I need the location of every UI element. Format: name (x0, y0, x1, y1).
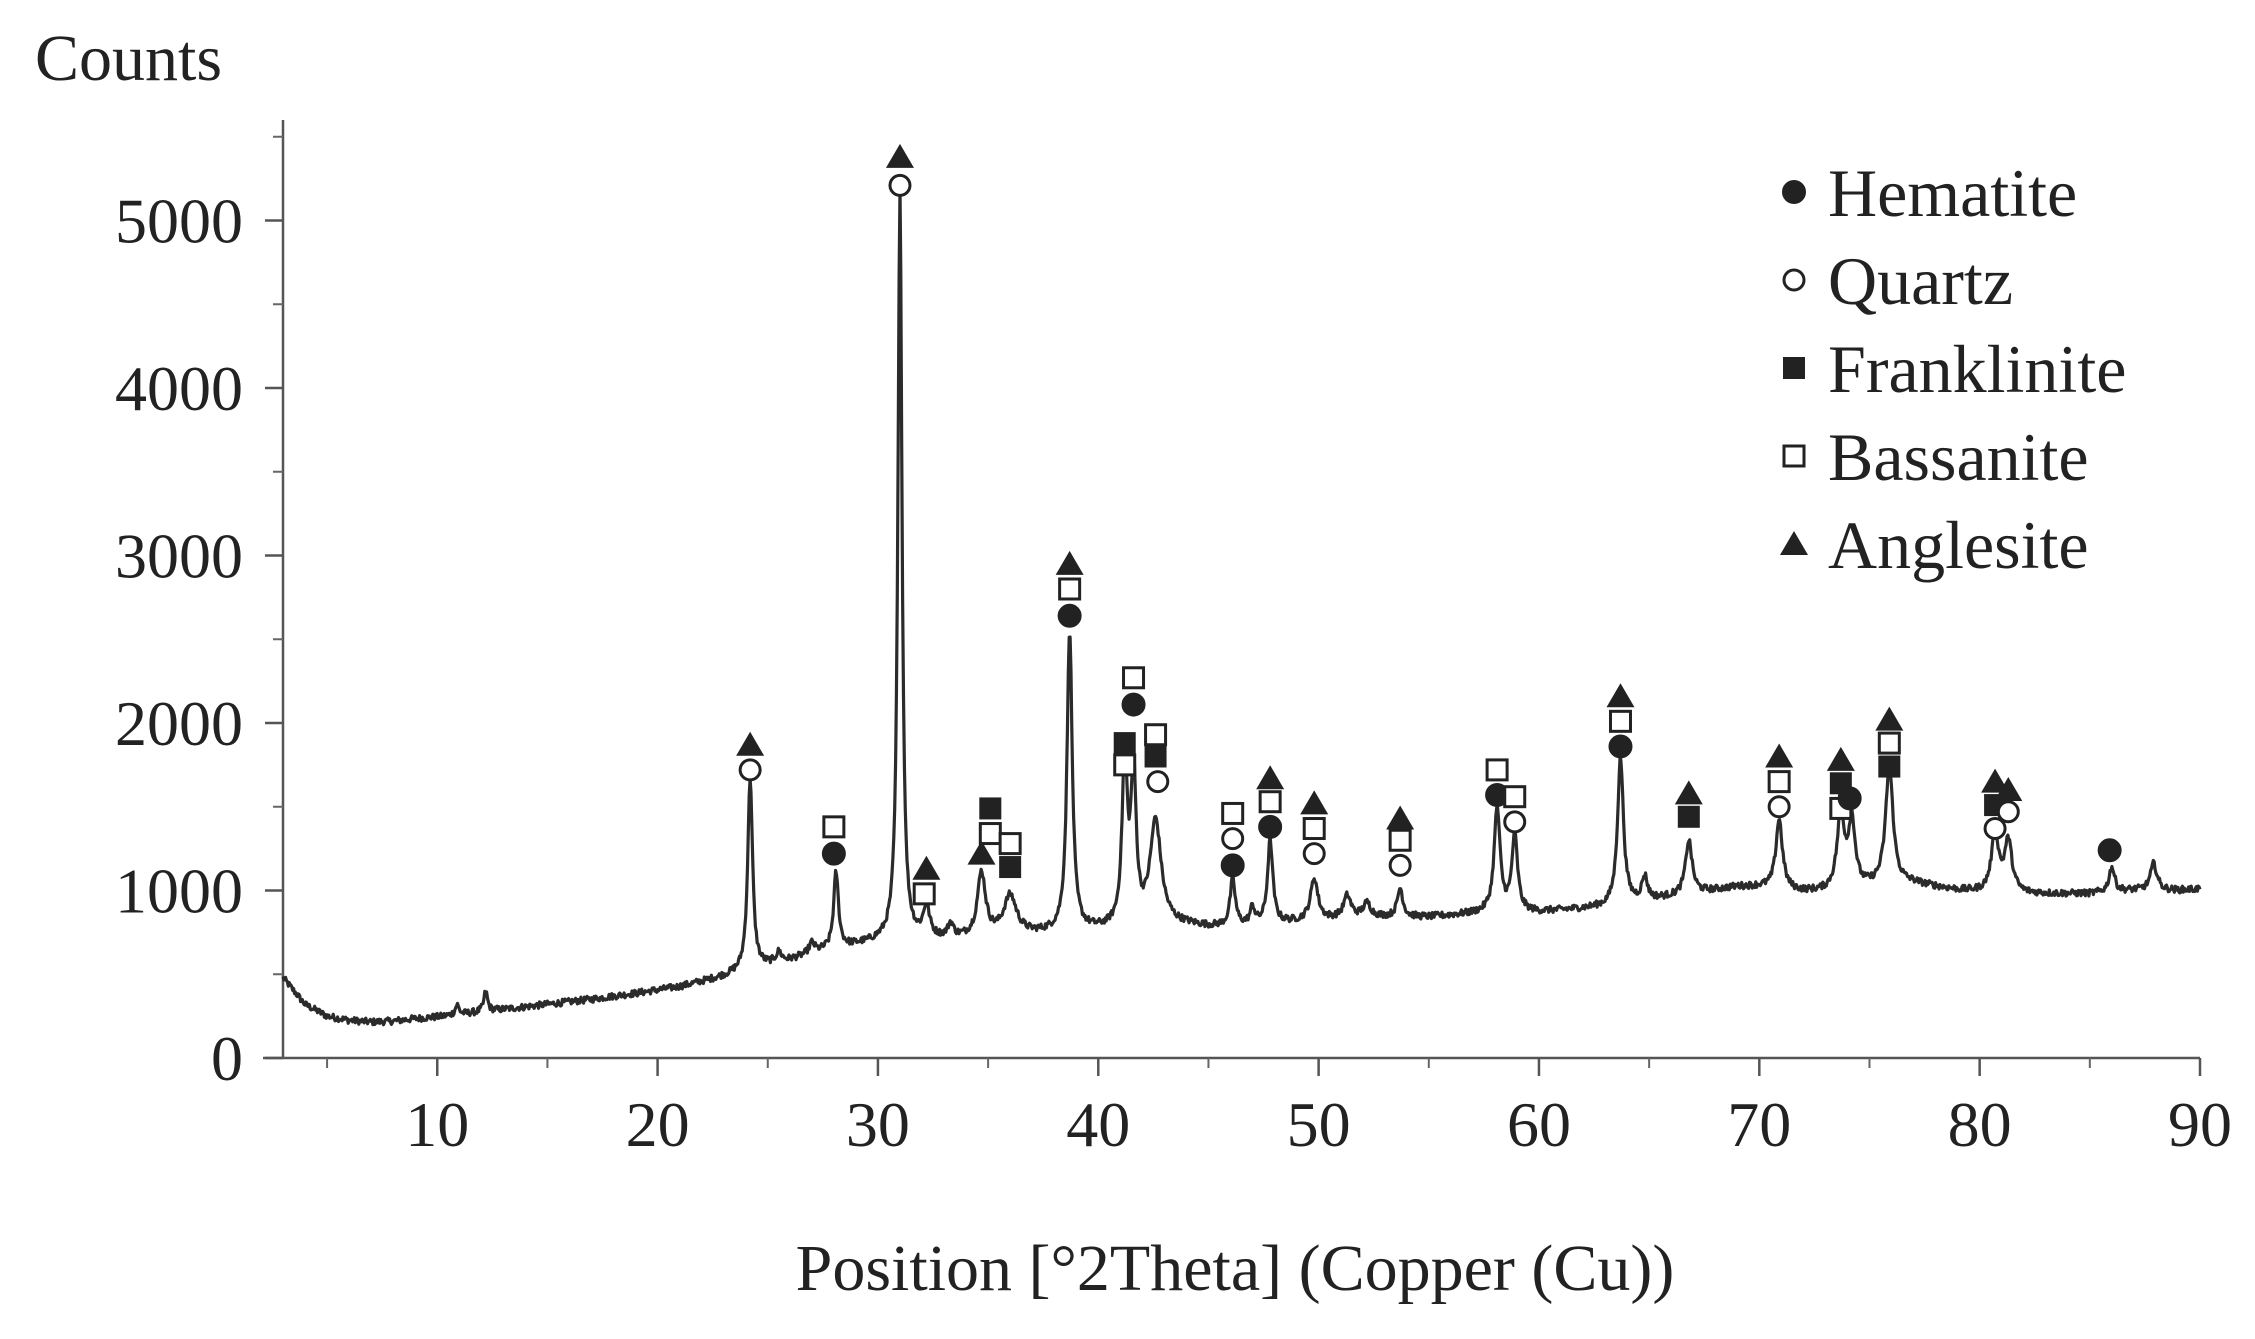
phase-marker-filled-circle (1258, 814, 1283, 839)
phase-marker-filled-triangle (1606, 683, 1635, 708)
phase-marker-filled-circle (1837, 786, 1862, 811)
phase-marker-filled-triangle (967, 840, 996, 865)
phase-marker-filled-square (1144, 745, 1167, 768)
plot-area (281, 187, 2202, 1027)
phase-marker-open-circle (1983, 817, 2007, 841)
legend-marker-filled-triangle (1780, 531, 1808, 555)
x-tick-label: 60 (1507, 1089, 1571, 1160)
x-tick-label: 80 (1948, 1089, 2012, 1160)
phase-marker-open-square (1122, 666, 1146, 690)
phase-marker-filled-circle (1121, 692, 1146, 717)
phase-marker-filled-circle (1220, 853, 1245, 878)
phase-marker-open-square (978, 822, 1002, 846)
phase-marker-open-square (1485, 758, 1509, 782)
legend-label: Bassanite (1828, 419, 2089, 495)
phase-marker-filled-triangle (1256, 765, 1285, 790)
legend-marker-open-circle (1782, 268, 1806, 292)
legend-label: Anglesite (1828, 507, 2089, 583)
y-tick-label: 1000 (115, 856, 243, 927)
phase-marker-open-circle (888, 173, 912, 197)
y-tick-label: 4000 (115, 353, 243, 424)
y-axis-title: Counts (35, 22, 222, 95)
x-tick-label: 40 (1066, 1089, 1130, 1160)
phase-marker-open-square (1144, 723, 1168, 747)
phase-marker-open-circle (1996, 800, 2020, 824)
phase-marker-open-square (1221, 801, 1245, 825)
x-tick-label: 20 (626, 1089, 690, 1160)
phase-marker-open-circle (1503, 810, 1527, 834)
phase-marker-filled-circle (2097, 838, 2122, 863)
phase-marker-filled-circle (1057, 603, 1082, 628)
phase-marker-open-square (1877, 731, 1901, 755)
phase-marker-open-circle (1146, 770, 1170, 794)
phase-marker-filled-triangle (1826, 746, 1855, 771)
phase-marker-filled-circle (821, 841, 846, 866)
x-tick-label: 70 (1727, 1089, 1791, 1160)
phase-marker-filled-triangle (1386, 805, 1415, 830)
legend-marker-filled-circle (1782, 180, 1806, 204)
legend-label: Quartz (1828, 243, 2013, 319)
y-tick-label: 3000 (115, 521, 243, 592)
phase-marker-filled-square (999, 856, 1022, 879)
phase-marker-open-square (1058, 577, 1082, 601)
phase-marker-open-square (822, 815, 846, 839)
diffraction-pattern-line (281, 187, 2202, 1027)
phase-marker-filled-triangle (736, 731, 765, 756)
legend-label: Hematite (1828, 155, 2077, 231)
phase-marker-open-circle (1302, 842, 1326, 866)
phase-marker-filled-triangle (1674, 780, 1703, 805)
phase-marker-open-square (1302, 817, 1326, 841)
y-tick-label: 2000 (115, 688, 243, 759)
phase-marker-open-square (1388, 828, 1412, 852)
x-tick-label: 50 (1287, 1089, 1351, 1160)
phase-marker-filled-square (979, 797, 1002, 820)
phase-marker-open-circle (738, 758, 762, 782)
legend: Hematite Quartz Franklinite Bassanite Angles… (1780, 155, 2126, 583)
x-tick-label: 90 (2168, 1089, 2232, 1160)
phase-marker-open-square (998, 832, 1022, 856)
phase-marker-open-square (1767, 770, 1791, 794)
legend-marker-filled-square (1783, 357, 1805, 379)
phase-marker-filled-circle (1608, 734, 1633, 759)
phase-marker-filled-square (1878, 755, 1901, 778)
phase-marker-open-circle (1221, 827, 1245, 851)
phase-marker-filled-triangle (1055, 550, 1084, 575)
phase-marker-open-circle (1767, 795, 1791, 819)
phase-marker-filled-triangle (1875, 706, 1904, 731)
phase-marker-open-square (1608, 709, 1632, 733)
legend-marker-open-square (1782, 444, 1806, 468)
phase-marker-filled-triangle (885, 143, 914, 168)
phase-marker-filled-triangle (1981, 768, 2010, 793)
x-tick-label: 10 (405, 1089, 469, 1160)
phase-marker-filled-triangle (1765, 743, 1794, 768)
phase-marker-open-square (1258, 790, 1282, 814)
x-axis-title: Position [°2Theta] (Copper (Cu)) (796, 1232, 1675, 1305)
phase-marker-filled-triangle (1994, 777, 2023, 801)
phase-marker-filled-triangle (1300, 790, 1329, 815)
phase-marker-filled-square (1113, 732, 1136, 755)
y-tick-label: 0 (211, 1023, 243, 1094)
axes: 0 1000 2000 3000 4000 5000 10 20 30 40 50 60 70 80 90 (115, 120, 2232, 1160)
y-tick-label: 5000 (115, 186, 243, 257)
legend-label: Franklinite (1828, 331, 2126, 407)
phase-marker-open-square (912, 882, 936, 906)
phase-markers (736, 143, 2122, 906)
phase-marker-filled-triangle (912, 855, 941, 880)
phase-marker-open-square (1503, 785, 1527, 809)
x-tick-label: 30 (846, 1089, 910, 1160)
phase-marker-filled-square (1677, 805, 1700, 828)
phase-marker-open-circle (1388, 853, 1412, 877)
phase-marker-open-square (1113, 753, 1137, 777)
